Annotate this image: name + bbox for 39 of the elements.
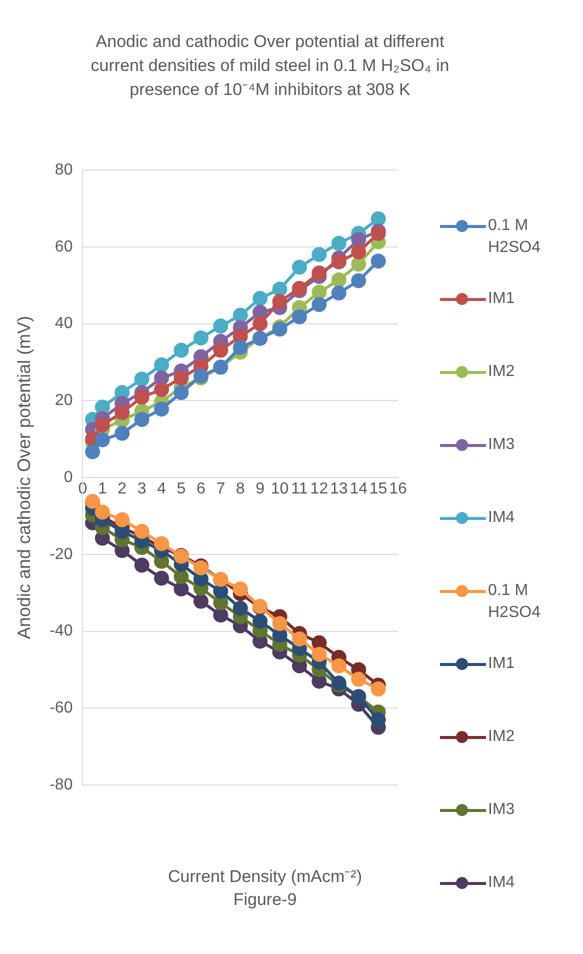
x-tick-label: 3 (137, 480, 146, 498)
x-tick-label: 8 (236, 480, 245, 498)
y-tick-label: 20 (54, 392, 73, 410)
legend-label: IM3 (488, 800, 516, 820)
x-tick-label: 16 (389, 480, 407, 498)
x-tick-label: 12 (310, 480, 328, 498)
y-tick-label: 40 (54, 315, 73, 332)
legend-label: 0.1 M H2SO4 (488, 581, 542, 623)
legend-label: IM1 (488, 654, 516, 674)
x-tick-label: 4 (157, 480, 166, 498)
legend-label: IM2 (488, 727, 516, 747)
y-tick-label: 80 (54, 161, 73, 178)
x-axis-title: Current Density (mAcm⁻²) (167, 866, 363, 888)
x-tick-label: 15 (369, 480, 388, 498)
legend-label: IM3 (488, 435, 516, 455)
legend-label: IM4 (488, 508, 516, 528)
y-tick-label: -80 (50, 776, 73, 794)
x-tick-label: 5 (176, 480, 186, 498)
y-tick-label: -20 (50, 546, 73, 563)
y-tick-label: 0 (64, 468, 73, 486)
y-tick-label: -60 (50, 700, 73, 717)
x-tick-label: 11 (291, 480, 308, 498)
x-tick-label: 13 (330, 480, 348, 498)
y-tick-label: -40 (50, 622, 73, 640)
y-tick-label: 60 (54, 238, 73, 256)
legend-label: 0.1 M H2SO4 (488, 216, 542, 258)
x-tick-label: 2 (118, 480, 127, 498)
y-axis-title: Anodic and cathodic Over potential (mV) (14, 316, 34, 640)
legend-label: IM2 (488, 362, 516, 382)
x-tick-label: 1 (98, 480, 107, 498)
x-tick-label: 7 (216, 480, 226, 498)
x-tick-label: 6 (196, 480, 206, 498)
legend-label: IM4 (488, 873, 516, 893)
legend-label: IM1 (488, 289, 516, 309)
text: Figure-9 (232, 890, 298, 910)
x-tick-label: 10 (270, 480, 289, 498)
x-tick-label: 9 (256, 480, 265, 498)
x-tick-label: 14 (350, 480, 368, 498)
chart-title: Anodic and cathodic Over potential at different current densities of mild steel in 0.1 M H₂SO₄ in presence of 10⁻⁴M inhibitors at 308 K (90, 31, 450, 101)
